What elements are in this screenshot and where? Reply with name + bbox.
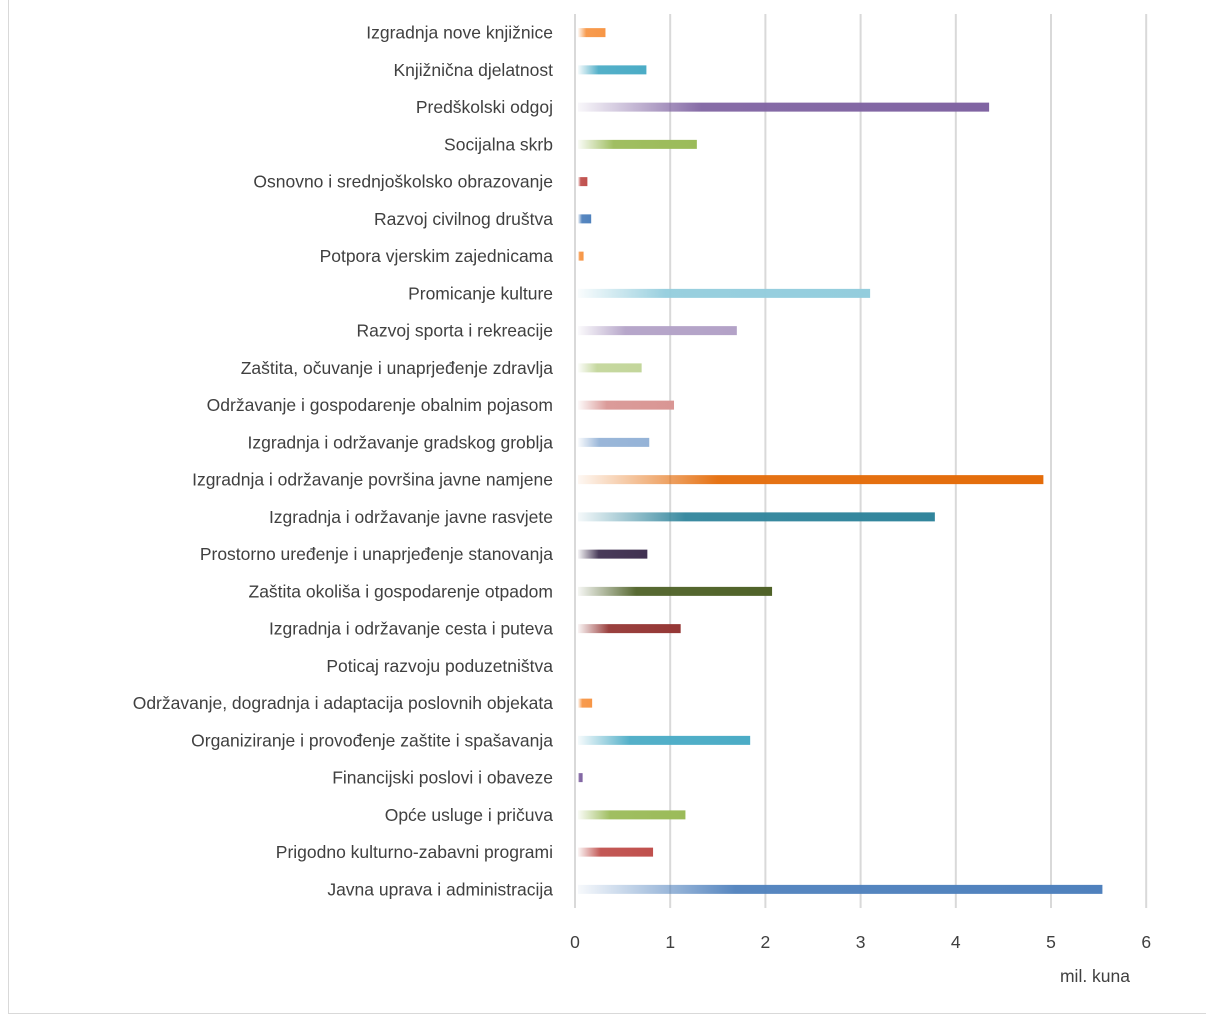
chart-area: Izgradnja nove knjižnice Knjižnična djela… [8, 0, 1206, 1014]
bar [578, 177, 588, 187]
bars [578, 28, 1103, 894]
category-label: Financijski poslovi i obaveze [332, 768, 553, 788]
x-tick-label: 4 [951, 932, 961, 952]
x-axis-title: mil. kuna [1060, 966, 1130, 986]
category-label: Zaštita, očuvanje i unaprjeđenje zdravlj… [241, 358, 554, 378]
category-label: Potpora vjerskim zajednicama [320, 246, 554, 266]
category-label: Razvoj civilnog društva [374, 209, 553, 229]
gridlines [574, 14, 1148, 908]
category-label: Promicanje kulture [408, 283, 553, 303]
x-tick-label: 3 [856, 932, 866, 952]
bar [578, 251, 584, 261]
category-label: Izgradnja i održavanje gradskog groblja [248, 432, 554, 452]
bar-chart: Izgradnja nove knjižnice Knjižnična djela… [133, 14, 1151, 986]
category-label: Knjižnična djelatnost [393, 60, 553, 80]
bar [578, 288, 871, 298]
bar [578, 810, 686, 820]
bar [578, 549, 648, 559]
x-tick-label: 2 [761, 932, 771, 952]
category-label: Prostorno uređenje i unaprjeđenje stanov… [200, 544, 553, 564]
bar [578, 102, 990, 112]
category-label: Poticaj razvoju poduzetništva [326, 656, 553, 676]
bar [578, 884, 1103, 894]
bar [578, 326, 737, 336]
category-label: Zaštita okoliša i gospodarenje otpadom [249, 581, 554, 601]
category-label: Predškolski odgoj [416, 97, 553, 117]
category-label: Socijalna skrb [444, 134, 553, 154]
category-label: Izgradnja i održavanje javne rasvjete [269, 507, 553, 527]
bar [578, 363, 642, 373]
category-label: Javna uprava i administracija [327, 879, 553, 899]
category-label: Održavanje, dogradnja i adaptacija poslo… [133, 693, 554, 713]
bar [578, 475, 1044, 485]
category-label: Održavanje i gospodarenje obalnim pojaso… [207, 395, 553, 415]
category-label: Izgradnja i održavanje cesta i puteva [269, 619, 553, 639]
bar [578, 847, 654, 857]
x-tick-label: 5 [1046, 932, 1056, 952]
bar [578, 437, 650, 447]
category-labels: Izgradnja nove knjižnice Knjižnična djela… [133, 23, 554, 900]
bar [578, 214, 592, 224]
bar [578, 586, 773, 596]
bar [578, 65, 647, 75]
category-label: Opće usluge i pričuva [385, 805, 554, 825]
category-label: Izgradnja i održavanje površina javne na… [192, 470, 553, 490]
x-tick-label: 0 [570, 932, 580, 952]
bar [578, 139, 697, 149]
category-label: Organiziranje i provođenje zaštite i spa… [191, 730, 553, 750]
category-label: Razvoj sporta i rekreacije [357, 321, 553, 341]
x-tick-label: 1 [665, 932, 675, 952]
category-label: Izgradnja nove knjižnice [366, 23, 553, 43]
category-label: Osnovno i srednjoškolsko obrazovanje [253, 172, 553, 192]
bar [578, 773, 583, 783]
bar [578, 735, 751, 745]
x-axis-ticks: 0 1 2 3 4 5 6 [570, 932, 1151, 952]
category-label: Prigodno kulturno-zabavni programi [276, 842, 553, 862]
bar [578, 28, 606, 38]
bar [578, 400, 675, 410]
bar [578, 512, 935, 522]
x-tick-label: 6 [1141, 932, 1151, 952]
bar [578, 624, 681, 634]
bar [578, 698, 593, 708]
